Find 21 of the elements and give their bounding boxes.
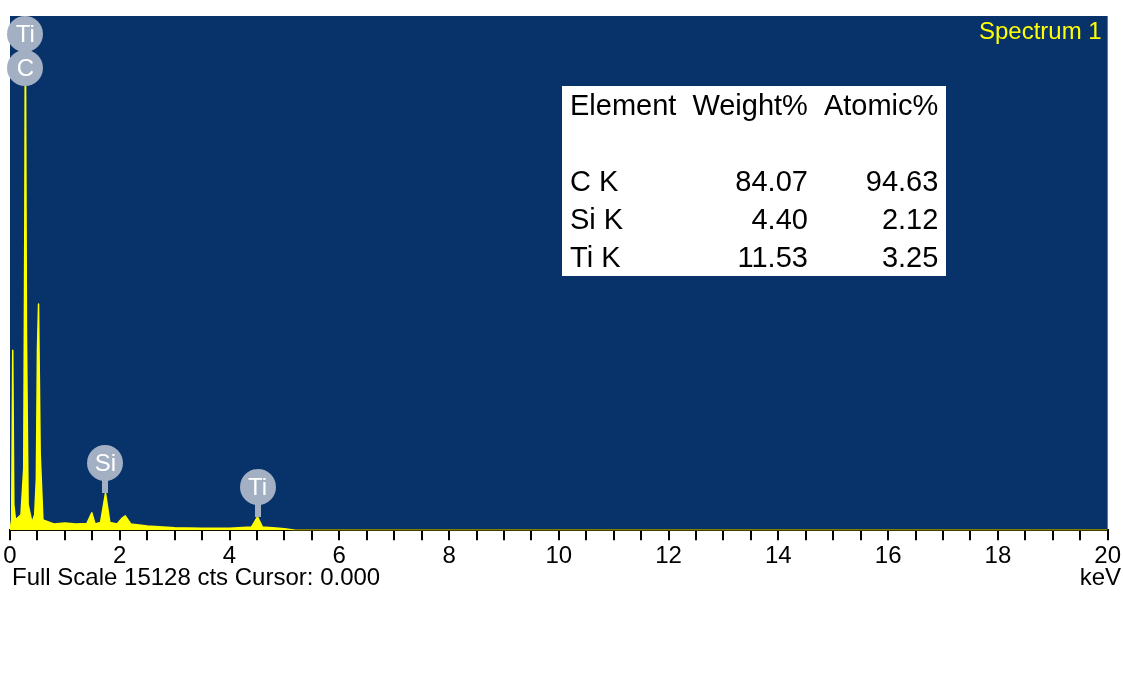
annotation: Si: [87, 445, 124, 482]
text: Spectrum 1: [978, 16, 1102, 44]
annotation: Si K: [569, 202, 625, 237]
x-tick-label: 18: [984, 541, 1012, 569]
annotation: Ti: [239, 468, 276, 505]
annotation: Element: [569, 88, 678, 123]
x-tick-label: 10: [545, 541, 573, 569]
annotation: 84.07: [734, 164, 809, 199]
annotation: 2.12: [880, 202, 940, 237]
annotation: Atomic%: [822, 88, 940, 123]
x-tick-label: 12: [655, 541, 682, 569]
annotation: Weight%: [691, 88, 809, 123]
annotation: 11.53: [736, 240, 809, 275]
annotation: 94.63: [864, 164, 940, 199]
x-tick-label: 8: [442, 541, 456, 569]
annotation: 4.40: [750, 202, 809, 237]
annotation: Ti K: [569, 240, 622, 275]
annotation: C K: [569, 164, 620, 199]
x-tick-label: 16: [874, 541, 902, 569]
x-tick-label: 14: [765, 541, 792, 569]
annotation: 3.25: [880, 240, 940, 275]
